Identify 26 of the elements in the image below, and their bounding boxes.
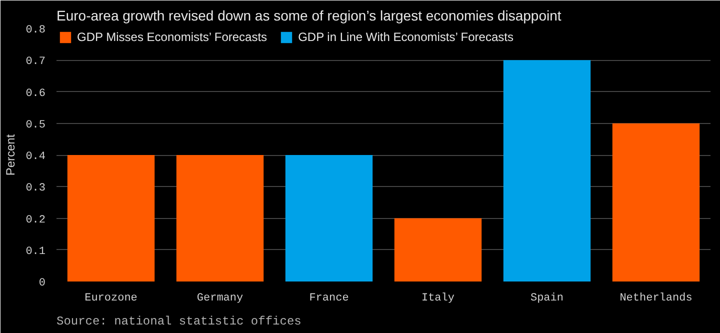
y-tick-label: 0.7	[26, 56, 46, 68]
source-note: Source: national statistic offices	[56, 314, 302, 328]
x-tick-label: Netherlands	[620, 292, 692, 304]
x-tick-label: Italy	[421, 292, 455, 304]
bar	[612, 123, 700, 282]
y-tick-label: 0.3	[26, 182, 46, 195]
x-tick-label: Germany	[196, 292, 244, 304]
y-tick-label: 0.5	[26, 119, 46, 132]
bar	[394, 218, 482, 282]
y-tick-label: 0.4	[26, 151, 46, 163]
bar	[285, 155, 373, 282]
legend-label: GDP in Line With Economists’ Forecasts	[298, 30, 514, 44]
x-tick-label: Spain	[530, 292, 564, 304]
y-tick-label: 0	[38, 278, 46, 290]
x-tick-label: France	[309, 292, 349, 304]
y-axis-title: Percent	[4, 134, 18, 176]
y-tick-label: 0.2	[26, 214, 46, 226]
chart-title: Euro-area growth revised down as some of region’s largest economies disappoint	[56, 8, 562, 24]
legend-label: GDP Misses Economists’ Forecasts	[77, 30, 268, 44]
bar	[503, 60, 591, 282]
y-tick-label: 0.1	[26, 246, 46, 258]
y-tick-label: 0.6	[26, 88, 46, 100]
bar	[176, 155, 264, 282]
bar	[67, 155, 155, 282]
x-tick-label: Eurozone	[84, 292, 138, 304]
y-tick-label: 0.8	[26, 24, 46, 36]
